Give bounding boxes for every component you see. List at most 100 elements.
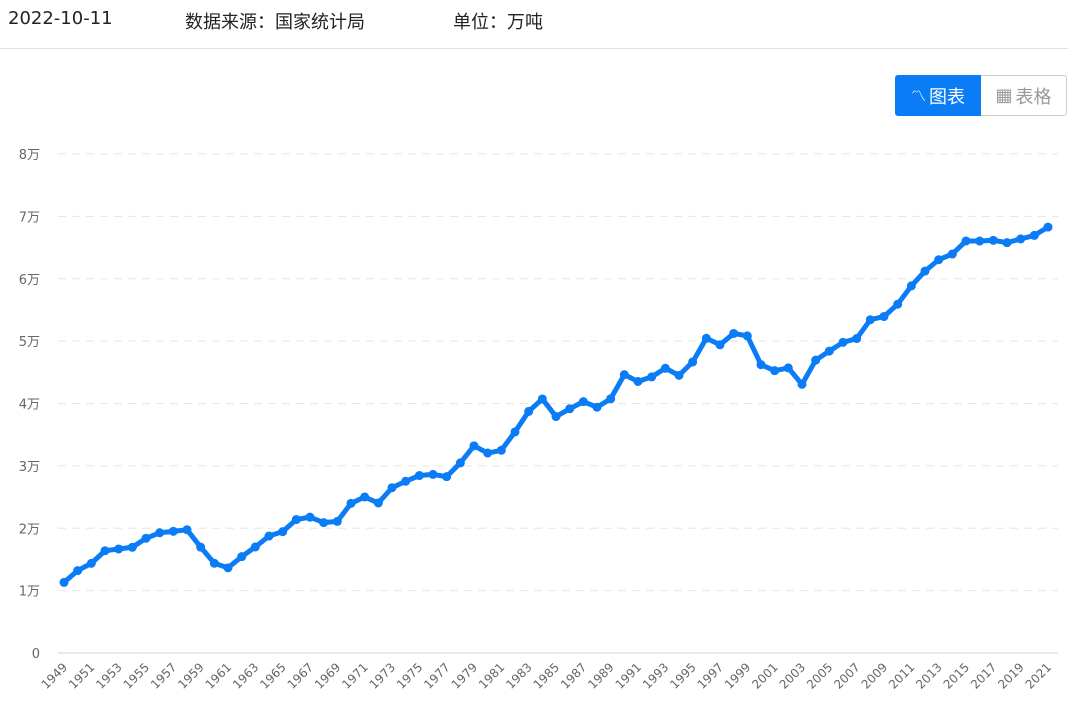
data-point (715, 340, 725, 350)
data-point (86, 558, 96, 568)
data-point (1029, 230, 1039, 240)
data-point (455, 458, 465, 468)
x-tick-label: 1987 (558, 660, 589, 691)
x-tick-label: 2005 (804, 660, 835, 691)
data-point (524, 406, 534, 416)
y-tick-label: 7万 (19, 210, 40, 225)
divider (0, 48, 1068, 49)
data-point (223, 563, 233, 573)
data-point (319, 518, 329, 528)
data-point (893, 299, 903, 309)
data-point (1043, 222, 1053, 232)
data-point (127, 542, 137, 552)
x-tick-label: 2019 (995, 660, 1026, 691)
data-point (1002, 238, 1012, 248)
data-point (934, 255, 944, 265)
x-tick-label: 1969 (312, 660, 343, 691)
y-tick-label: 5万 (19, 335, 40, 350)
data-point (606, 394, 616, 404)
data-point (264, 531, 274, 541)
data-point (565, 404, 575, 414)
data-point (797, 379, 807, 389)
x-tick-label: 1971 (339, 660, 370, 691)
y-tick-label: 4万 (19, 398, 40, 413)
data-point (783, 363, 793, 373)
table-icon: ▦ (995, 85, 1013, 106)
data-point (729, 328, 739, 338)
x-tick-label: 2013 (913, 660, 944, 691)
x-tick-label: 2011 (886, 660, 917, 691)
x-tick-label: 1963 (230, 660, 261, 691)
x-tick-label: 1995 (667, 660, 698, 691)
table-view-button[interactable]: ▦ 表格 (981, 75, 1067, 116)
data-point (865, 315, 875, 325)
x-tick-label: 1981 (476, 660, 507, 691)
chart-view-button[interactable]: 〽 图表 (895, 75, 981, 116)
x-tick-label: 1979 (449, 660, 480, 691)
data-point (537, 394, 547, 404)
data-point (168, 526, 178, 536)
data-point (141, 533, 151, 543)
data-point (237, 552, 247, 562)
x-tick-label: 1993 (640, 660, 671, 691)
date: 2022-10-11 (8, 8, 113, 29)
data-point (660, 363, 670, 373)
x-tick-label: 1959 (175, 660, 206, 691)
data-point (469, 441, 479, 451)
unit: 单位：万吨 (453, 12, 543, 33)
x-tick-label: 1949 (39, 660, 70, 691)
x-tick-label: 1977 (421, 660, 452, 691)
data-point (73, 566, 83, 576)
data-point (906, 281, 916, 291)
series-line (62, 224, 1050, 585)
x-tick-label: 2007 (831, 660, 862, 691)
data-point (811, 355, 821, 365)
data-point (291, 515, 301, 525)
data-point (59, 577, 69, 587)
x-tick-label: 1965 (257, 660, 288, 691)
data-point (947, 249, 957, 259)
y-tick-label: 0 (32, 647, 40, 662)
data-point (182, 525, 192, 535)
x-tick-label: 1985 (531, 660, 562, 691)
x-tick-label: 2021 (1023, 660, 1054, 691)
y-tick-label: 3万 (19, 460, 40, 475)
x-tick-label: 1975 (394, 660, 425, 691)
data-point (551, 412, 561, 422)
data-point (442, 472, 452, 482)
x-tick-label: 1999 (722, 660, 753, 691)
x-tick-label: 1973 (367, 660, 398, 691)
data-point (209, 558, 219, 568)
x-tick-label: 2001 (749, 660, 780, 691)
data-point (879, 312, 889, 322)
x-tick-label: 1967 (285, 660, 316, 691)
data-point (852, 334, 862, 344)
data-point (770, 366, 780, 376)
line-chart-icon: 〽 (910, 87, 926, 105)
data-point (510, 427, 520, 437)
view-toggle: 〽 图表 ▦ 表格 (895, 75, 1067, 116)
data-point (305, 512, 315, 522)
data-source: 数据来源：国家统计局 (185, 12, 365, 33)
y-tick-label: 8万 (19, 148, 40, 163)
data-point (250, 542, 260, 552)
data-point (428, 469, 438, 479)
x-tick-label: 1997 (695, 660, 726, 691)
data-point (483, 448, 493, 458)
data-point (988, 235, 998, 245)
data-point (332, 516, 342, 526)
table-view-label: 表格 (1015, 86, 1052, 108)
data-point (619, 370, 629, 380)
data-point (961, 236, 971, 246)
data-point (742, 331, 752, 341)
data-point (756, 360, 766, 370)
data-point (838, 337, 848, 347)
data-point (401, 476, 411, 486)
x-tick-label: 1961 (203, 660, 234, 691)
data-point (688, 357, 698, 367)
x-tick-label: 1953 (93, 660, 124, 691)
x-tick-label: 1991 (613, 660, 644, 691)
y-tick-label: 6万 (19, 273, 40, 288)
data-point (155, 528, 165, 538)
